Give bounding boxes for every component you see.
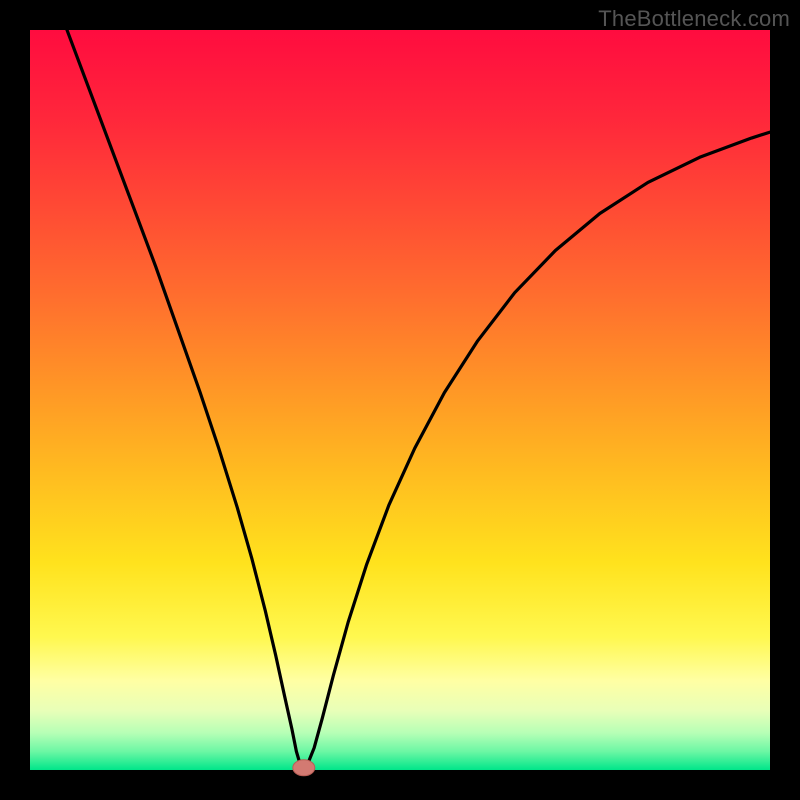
bottleneck-chart: TheBottleneck.com <box>0 0 800 800</box>
chart-svg <box>0 0 800 800</box>
watermark-text: TheBottleneck.com <box>598 6 790 32</box>
